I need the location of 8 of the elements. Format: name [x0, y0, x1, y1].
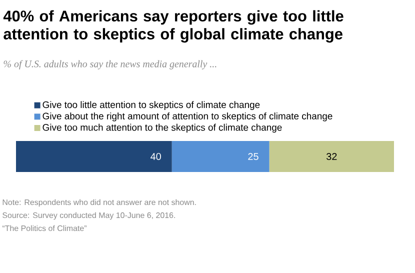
data-label: 40 — [150, 152, 161, 160]
chart-title: 40% of Americans say reporters give too little attention to skeptics of global climate change — [3, 10, 344, 43]
data-label: 25 — [248, 152, 258, 160]
data-label: 32 — [326, 152, 337, 160]
legend-label: Give too little attention to skeptics of climate change — [42, 101, 260, 110]
legend-label: Give about the right amount of attention to skeptics of climate change — [42, 112, 332, 122]
legend-label: Give too much attention to the skeptics of climate change — [42, 124, 282, 133]
chart-subtitle: % of U.S. adults who say the news media generally ... — [4, 60, 216, 70]
